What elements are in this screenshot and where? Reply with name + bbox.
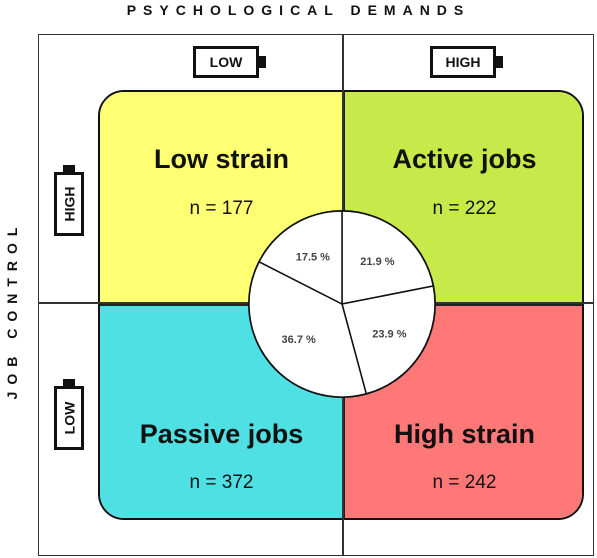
pie-slice	[341, 285, 436, 395]
quadrant-title: Low strain	[153, 144, 289, 174]
pie-slice-label: 21.9 %	[360, 256, 394, 268]
job-control-axis-text: JOB CONTROL	[4, 220, 20, 400]
quadrant-count: n = 177	[189, 198, 254, 219]
quadrant-count: n = 222	[432, 198, 497, 219]
battery-label: HIGH	[61, 186, 77, 222]
pie-slice	[248, 260, 368, 398]
quadrant-high-strain: High strain n = 242	[343, 304, 582, 518]
pie-slice-label: 23.9 %	[372, 328, 406, 340]
battery-icon-demand-low: LOW	[193, 46, 266, 78]
distribution-pie-chart: 21.9 % 23.9 % 36.7 % 17.5 %	[248, 210, 436, 398]
quadrant-title: Passive jobs	[139, 419, 304, 449]
quadrant-count: n = 372	[189, 472, 254, 493]
job-control-axis-label: JOB CONTROL	[2, 210, 22, 410]
pie-slice-label: 17.5 %	[296, 251, 330, 263]
battery-icon-control-low: LOW	[54, 379, 84, 450]
psychological-demands-axis-label: PSYCHOLOGICAL DEMANDS	[126, 2, 471, 18]
battery-icon-control-high: HIGH	[54, 165, 84, 236]
pie-slice-label: 36.7 %	[282, 334, 316, 346]
diagram-frame	[38, 34, 594, 556]
battery-label: LOW	[209, 54, 243, 70]
quadrant-title: Active jobs	[392, 144, 537, 174]
pie-slice	[258, 210, 343, 306]
quadrant-count: n = 242	[432, 472, 497, 493]
pie-slice	[341, 210, 435, 305]
quadrant-title: High strain	[393, 419, 535, 449]
battery-label: HIGH	[445, 54, 481, 70]
battery-icon-demand-high: HIGH	[430, 46, 503, 78]
battery-label: LOW	[61, 401, 77, 435]
